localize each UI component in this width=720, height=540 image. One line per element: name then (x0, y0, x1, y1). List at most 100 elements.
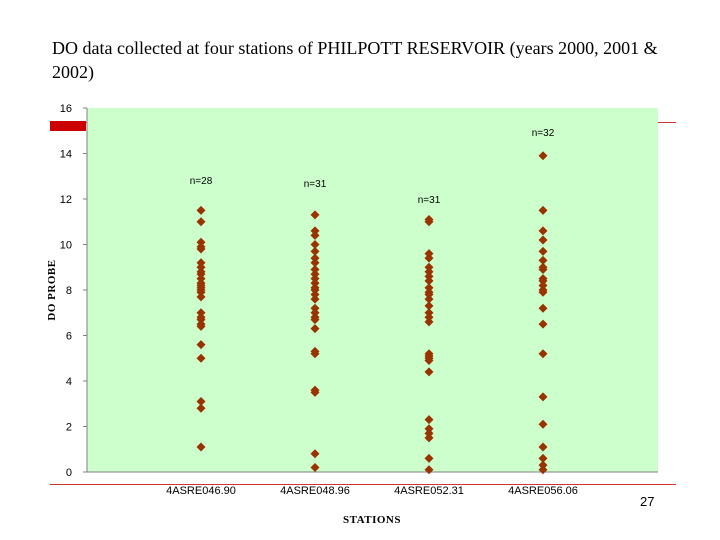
data-point (196, 396, 206, 406)
y-tick-label: 10 (60, 240, 72, 252)
data-point (196, 244, 206, 254)
data-point (424, 217, 434, 227)
chart-title: DO data collected at four stations of PH… (52, 38, 658, 82)
data-point (196, 292, 206, 302)
y-tick-label: 2 (66, 422, 72, 434)
x-tick-label: 4ASRE048.96 (280, 485, 350, 497)
x-tick-label: 4ASRE046.90 (166, 485, 236, 497)
y-tick-label: 6 (66, 331, 72, 343)
data-point (538, 419, 548, 429)
data-point (196, 274, 206, 284)
data-point (538, 226, 548, 236)
data-point (424, 415, 434, 425)
data-point (424, 424, 434, 434)
data-point (310, 285, 320, 295)
data-point (310, 387, 320, 397)
data-point (196, 340, 206, 350)
data-point (310, 324, 320, 334)
data-point (424, 267, 434, 277)
data-point (538, 453, 548, 463)
data-point (538, 151, 548, 161)
data-point (424, 276, 434, 286)
data-point (310, 253, 320, 263)
data-point (424, 262, 434, 272)
data-point (424, 249, 434, 259)
y-tick-label: 8 (66, 285, 72, 297)
data-point (424, 312, 434, 322)
data-point (424, 367, 434, 377)
plot-area (87, 108, 658, 472)
data-point (538, 276, 548, 286)
data-point (538, 442, 548, 452)
data-point (424, 433, 434, 443)
data-point (424, 428, 434, 438)
data-point (310, 210, 320, 220)
y-tick-label: 4 (66, 376, 72, 388)
data-point (424, 301, 434, 311)
y-tick-label: 16 (60, 103, 72, 115)
data-point (424, 317, 434, 327)
data-point (310, 290, 320, 300)
data-point (196, 217, 206, 227)
data-point (538, 265, 548, 275)
data-point (424, 308, 434, 318)
data-point (538, 319, 548, 329)
x-tick-label: 4ASRE056.06 (508, 485, 578, 497)
data-point (310, 303, 320, 313)
data-point (310, 226, 320, 236)
data-point (424, 253, 434, 263)
data-point (196, 321, 206, 331)
data-point (196, 308, 206, 318)
n-count-label: n=28 (190, 176, 213, 187)
n-count-label: n=31 (304, 179, 327, 190)
data-point (196, 262, 206, 272)
data-point (196, 442, 206, 452)
data-point (196, 403, 206, 413)
n-count-label: n=32 (532, 128, 555, 139)
data-point (424, 294, 434, 304)
data-point (424, 465, 434, 475)
data-point (538, 460, 548, 470)
data-point (424, 356, 434, 366)
y-tick-label: 0 (66, 467, 72, 479)
data-point (424, 271, 434, 281)
page-number: 27 (640, 494, 655, 509)
data-point (538, 465, 548, 475)
data-point (424, 290, 434, 300)
data-point (310, 462, 320, 472)
data-point (538, 392, 548, 402)
data-point (310, 246, 320, 256)
x-tick-label: 4ASRE052.31 (394, 485, 464, 497)
y-tick-label: 12 (60, 194, 72, 206)
data-point (538, 287, 548, 297)
data-point (196, 237, 206, 247)
data-point (310, 265, 320, 275)
data-point (424, 283, 434, 293)
data-point (196, 205, 206, 215)
data-point (424, 453, 434, 463)
y-tick-label: 14 (60, 149, 72, 161)
data-point (310, 240, 320, 249)
data-point (310, 274, 320, 284)
data-point (196, 269, 206, 279)
data-point (196, 287, 206, 297)
data-point (310, 315, 320, 325)
data-point (538, 235, 548, 245)
data-point (538, 280, 548, 290)
data-point (310, 308, 320, 318)
data-point (310, 269, 320, 279)
data-point (538, 246, 548, 256)
data-point (310, 449, 320, 459)
data-point (538, 349, 548, 359)
data-point (538, 303, 548, 313)
data-point (310, 258, 320, 268)
data-point (538, 205, 548, 215)
data-point (196, 315, 206, 325)
n-count-label: n=31 (418, 195, 441, 206)
data-point (196, 258, 206, 268)
data-point (310, 278, 320, 288)
data-point (310, 294, 320, 304)
data-point (538, 255, 548, 265)
data-point (310, 230, 320, 240)
